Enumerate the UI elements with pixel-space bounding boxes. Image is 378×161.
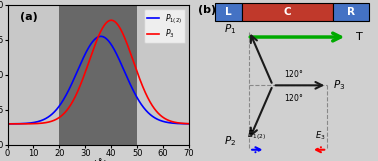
- $P_{1(2)}$: [187, 123, 191, 125]
- Text: $P_2$: $P_2$: [225, 134, 237, 148]
- Text: $P_3$: $P_3$: [333, 78, 345, 92]
- $P_{1(2)}$: [130, 88, 135, 90]
- $P_3$: [109, 19, 113, 21]
- $P_{1(2)}$: [79, 62, 83, 64]
- Text: (a): (a): [20, 12, 38, 22]
- Line: $P_3$: $P_3$: [8, 20, 189, 124]
- Text: $120°$: $120°$: [284, 92, 303, 103]
- Text: $E_{1(2)}$: $E_{1(2)}$: [247, 128, 266, 142]
- $P_3$: [5, 123, 10, 125]
- Text: T: T: [356, 32, 363, 42]
- $P_{1(2)}$: [150, 115, 155, 117]
- Legend: $P_{1(2)}$, $P_3$: $P_{1(2)}$, $P_3$: [144, 9, 185, 43]
- $P_{1(2)}$: [85, 49, 90, 51]
- Text: (b): (b): [198, 5, 217, 15]
- FancyBboxPatch shape: [215, 3, 242, 21]
- Text: R: R: [347, 7, 355, 17]
- $P_3$: [130, 57, 135, 59]
- FancyBboxPatch shape: [333, 3, 369, 21]
- $P_{1(2)}$: [24, 122, 28, 124]
- Text: $120°$: $120°$: [284, 68, 303, 79]
- FancyBboxPatch shape: [242, 3, 333, 21]
- Line: $P_{1(2)}$: $P_{1(2)}$: [8, 36, 189, 124]
- $P_3$: [24, 123, 28, 125]
- $P_{1(2)}$: [147, 113, 152, 115]
- Text: C: C: [284, 7, 291, 17]
- Text: $P_1$: $P_1$: [224, 22, 237, 36]
- $P_3$: [147, 99, 152, 101]
- Text: $E_3$: $E_3$: [314, 129, 325, 142]
- $P_{1(2)}$: [99, 35, 103, 37]
- X-axis label: z(Å): z(Å): [89, 159, 108, 161]
- $P_3$: [187, 123, 191, 125]
- $P_3$: [85, 65, 90, 67]
- Text: L: L: [225, 7, 232, 17]
- Bar: [59, 5, 137, 145]
- $P_3$: [150, 105, 155, 107]
- $P_{1(2)}$: [5, 123, 10, 125]
- $P_3$: [79, 83, 83, 85]
